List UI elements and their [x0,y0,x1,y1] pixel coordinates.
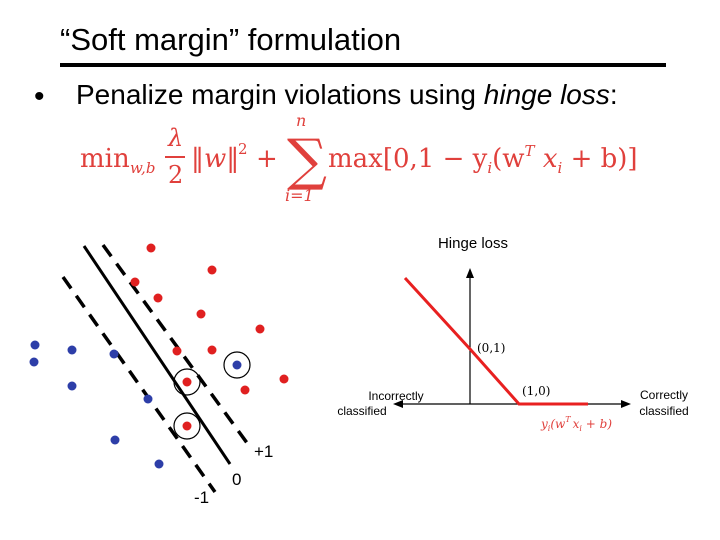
hinge-loss-plot: Hinge loss (0,1) (1,0) Incorrectly class… [337,235,688,433]
formula-sum-sign: ∑ [287,128,327,193]
point-label-1-0: (1,0) [522,384,550,398]
violation-circle-3 [223,351,251,379]
formula-max-expr: max[0,1 − y [328,144,488,174]
violation-circle-2 [173,412,201,440]
xaxis-rest: (w [550,417,566,431]
formula-transpose: T [525,142,536,160]
xaxis-xi: i [579,424,582,433]
formula-lambda: λ [167,124,183,152]
blue-point [30,340,40,350]
blue-point [29,357,39,367]
xaxis-end: + b) [582,417,612,431]
label-classified-left: classified [337,404,386,418]
red-point [207,345,217,355]
formula-sum-lower: i=1 [285,186,314,205]
xaxis-y: y [540,417,548,431]
red-point [279,374,289,384]
formula-norm-square: 2 [238,140,248,158]
red-point [182,377,192,387]
slide-title: “Soft margin” formulation [60,22,402,57]
blue-point [67,345,77,355]
formula-norm: ‖w‖ [191,144,239,174]
bullet-dot: • [34,80,45,113]
formula-paren-w: (w [492,144,524,174]
hinge-loss-objective-formula: min w,b λ 2 ‖w‖ 2 + ∑ n i=1 max[0,1 − yi… [80,111,638,205]
bullet-emphasis: hinge loss [483,79,610,110]
blue-point [110,435,120,445]
red-point [240,385,250,395]
bullet-main-text: Penalize margin violations using [76,79,484,110]
red-point [153,293,163,303]
xaxis-i: i [548,424,551,433]
formula-tail: + b)] [562,144,637,174]
violation-circle-1 [173,368,201,396]
blue-point [232,360,242,370]
margin-plot: +1 0 -1 [29,243,289,507]
label-incorrectly: Incorrectly [368,389,423,403]
title-underline [60,63,666,67]
label-minus-one: -1 [194,488,209,507]
y-axis-arrowhead [466,268,474,278]
formula-fraction-bar [165,156,185,158]
red-point [146,243,156,253]
red-point [255,324,265,334]
negative-points [29,340,242,469]
decision-boundary-line [82,245,232,465]
formula-sum-upper: n [296,111,306,130]
negative-margin-line [61,275,217,494]
formula-max-term: max[0,1 − yi(wT xi + b)] [328,142,638,177]
label-correctly: Correctly [640,388,688,402]
red-point [207,265,217,275]
x-axis-right-arrowhead [621,400,631,408]
x-axis-left-arrowhead [393,400,403,408]
red-point [172,346,182,356]
formula-x: x [535,144,558,174]
formula-yi-subscript: i [487,159,492,177]
label-classified-right: classified [639,404,688,418]
positive-margin-line [101,243,252,449]
xaxis-x: x [573,417,580,431]
xaxis-T: T [565,415,571,424]
bullet-text: Penalize margin violations using hinge l… [76,77,618,113]
blue-point [67,381,77,391]
blue-point [143,394,153,404]
formula-xi-subscript: i [558,159,563,177]
bullet-suffix: : [609,79,618,110]
hinge-plot-title: Hinge loss [438,235,508,252]
formula-min-subscript: w,b [130,159,155,177]
label-zero: 0 [232,470,241,489]
red-point [182,421,192,431]
label-plus-one: +1 [254,442,273,461]
red-point [196,309,206,319]
point-label-0-1: (0,1) [477,341,505,355]
red-point [130,277,140,287]
formula-two: 2 [168,161,183,189]
blue-point [154,459,164,469]
formula-min: min [80,144,130,174]
blue-point [109,349,119,359]
hinge-loss-curve [403,276,588,406]
x-axis-label: yi(wT xi + b) [540,415,612,433]
formula-plus: + [256,144,278,174]
positive-points [130,243,289,431]
